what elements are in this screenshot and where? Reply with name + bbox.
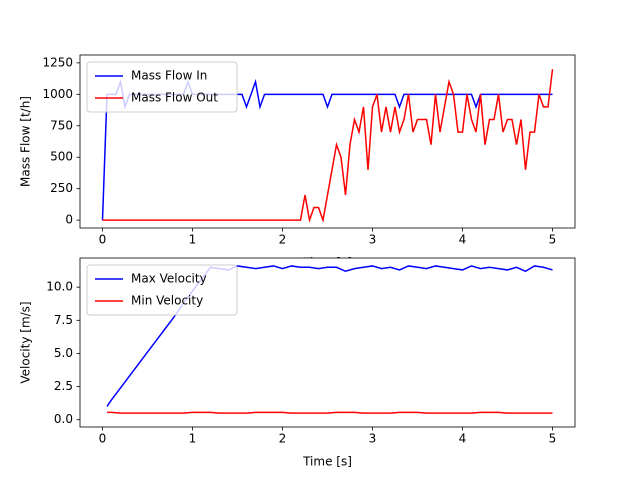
x-tick-label: 5 <box>549 432 557 446</box>
series-line <box>102 69 554 224</box>
x-tick-label: 4 <box>459 233 467 247</box>
y-tick-label: 250 <box>50 181 73 195</box>
y-tick-label: 1000 <box>42 87 73 101</box>
legend-label: Mass Flow Out <box>131 91 218 105</box>
x-tick-label: 0 <box>99 233 107 247</box>
axes-frame <box>79 54 576 229</box>
legend-box <box>86 264 238 316</box>
x-tick-label: 1 <box>189 233 197 247</box>
y-tick-label: 5.0 <box>54 346 73 360</box>
y-axis-label: Mass Flow [t/h] <box>19 96 33 187</box>
x-tick-label: 5 <box>549 233 557 247</box>
y-tick-label: 500 <box>50 150 73 164</box>
x-tick-label: 2 <box>279 233 287 247</box>
x-tick-label: 3 <box>369 432 377 446</box>
y-tick-label: 10.0 <box>46 280 73 294</box>
y-tick-label: 0.0 <box>54 412 73 426</box>
y-tick-label: 0 <box>65 213 73 227</box>
legend-label: Mass Flow In <box>131 69 207 83</box>
y-axis-label: Velocity [m/s] <box>19 301 33 383</box>
legend-box <box>86 61 238 113</box>
y-tick-label: 1250 <box>42 55 73 69</box>
x-axis-label: Time [s] <box>302 455 352 469</box>
legend-label: Max Velocity <box>131 272 207 286</box>
series-line <box>107 411 553 414</box>
x-tick-label: 4 <box>459 432 467 446</box>
x-tick-label: 0 <box>99 432 107 446</box>
x-tick-label: 1 <box>189 432 197 446</box>
y-tick-label: 2.5 <box>54 379 73 393</box>
y-tick-label: 750 <box>50 118 73 132</box>
axes-frame <box>79 257 576 428</box>
legend-label: Min Velocity <box>131 294 203 308</box>
x-tick-label: 3 <box>369 233 377 247</box>
x-tick-label: 2 <box>279 432 287 446</box>
y-tick-label: 7.5 <box>54 313 73 327</box>
